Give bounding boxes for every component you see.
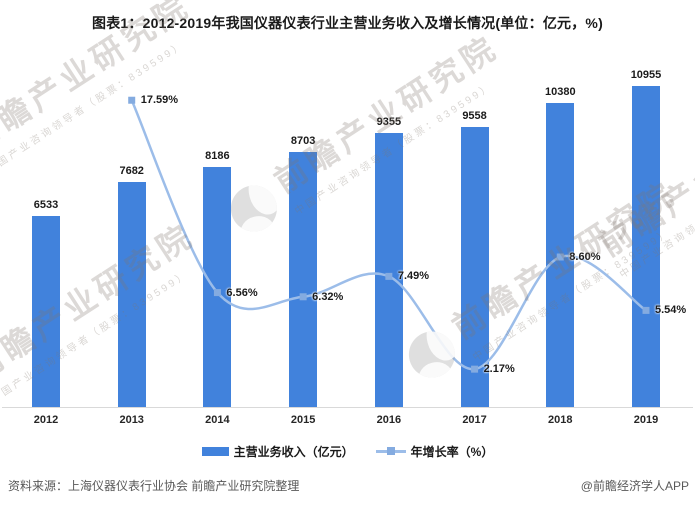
legend: 主营业务收入（亿元） 年增长率（%） xyxy=(0,443,695,460)
watermark-subtext: 中国产业咨询领导者（股票：839599） xyxy=(471,227,673,364)
line-marker-icon xyxy=(386,447,395,455)
chart-title: 图表1：2012-2019年我国仪器仪表行业主营业务收入及增长情况(单位：亿元，… xyxy=(92,15,603,31)
legend-item-growth: 年增长率（%） xyxy=(375,443,494,460)
line-marker-icon xyxy=(128,96,136,104)
bar-value-label: 8703 xyxy=(290,135,316,148)
growth-point-label: 7.49% xyxy=(397,270,430,283)
bar-2019 xyxy=(631,86,660,407)
growth-point-label: 17.59% xyxy=(140,94,179,107)
bar-value-label: 6533 xyxy=(33,198,59,211)
qianzhan-circle-logo-icon xyxy=(222,176,286,241)
bar-value-label: 9558 xyxy=(462,110,487,123)
bar-value-label: 10955 xyxy=(630,69,662,82)
bar-2015 xyxy=(289,152,318,407)
x-tick-2018: 2018 xyxy=(548,414,573,426)
bar-value-label: 10380 xyxy=(544,86,576,99)
legend-label-growth: 年增长率（%） xyxy=(410,445,494,459)
bar-value-label: 9355 xyxy=(376,116,402,129)
source-text: 资料来源：上海仪器仪表行业协会 前瞻产业研究院整理 xyxy=(8,479,300,493)
bar-value-label: 7682 xyxy=(119,165,144,178)
x-tick-2015: 2015 xyxy=(290,414,316,426)
footer: 资料来源：上海仪器仪表行业协会 前瞻产业研究院整理 @前瞻经济学人APP xyxy=(8,477,689,494)
x-tick-2019: 2019 xyxy=(633,414,659,426)
growth-point-label: 8.60% xyxy=(569,251,601,264)
chart-area: 6533 2012 7682 2013 8186 2014 8703 2015 9355 2016… xyxy=(0,0,695,436)
legend-label-revenue: 主营业务收入（亿元） xyxy=(233,445,354,459)
x-tick-2014: 2014 xyxy=(205,414,230,426)
qianzhan-circle-logo-icon xyxy=(400,322,464,387)
x-axis-line xyxy=(2,407,693,408)
x-tick-2017: 2017 xyxy=(462,414,487,426)
bar-swatch-icon xyxy=(201,447,229,456)
growth-point-label: 6.32% xyxy=(312,290,344,303)
growth-point-label: 2.17% xyxy=(483,363,515,376)
watermark-text: 前瞻产业研究院 xyxy=(0,216,201,388)
x-tick-2013: 2013 xyxy=(119,414,144,426)
line-swatch-icon xyxy=(375,447,406,455)
legend-item-revenue: 主营业务收入（亿元） xyxy=(201,443,354,460)
x-tick-2012: 2012 xyxy=(33,414,59,426)
bar-value-label: 8186 xyxy=(205,150,230,163)
growth-point-label: 5.54% xyxy=(654,304,687,317)
bar-2012 xyxy=(32,215,60,407)
x-tick-2016: 2016 xyxy=(376,414,402,426)
credit-text: @前瞻经济学人APP xyxy=(580,479,689,493)
bar-2013 xyxy=(117,182,146,407)
growth-point-label: 6.56% xyxy=(226,286,258,299)
